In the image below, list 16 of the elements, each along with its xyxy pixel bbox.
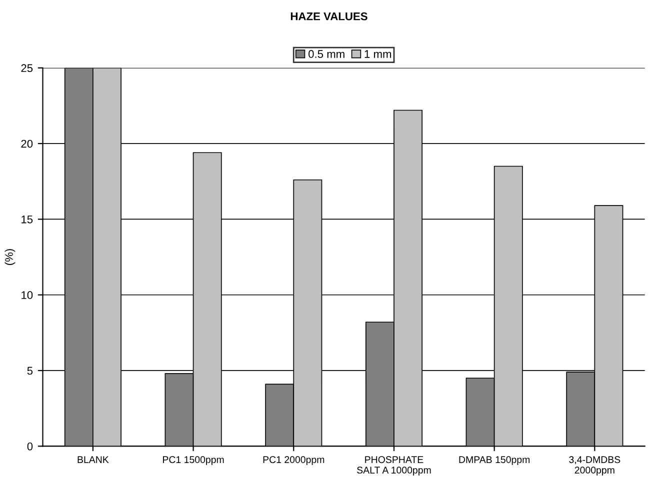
y-tick-label: 25 [21,64,33,72]
legend-label: 0.5 mm [308,50,344,58]
y-tick-label: 20 [21,140,33,148]
x-tick-label: DMPAB 150ppm [459,456,530,465]
x-tick-label: PC1 1500ppm [163,456,224,465]
legend-label: 1 mm [364,50,392,58]
x-tick-label: PC1 2000ppm [263,456,324,465]
x-tick-label: PHOSPHATE SALT A 1000ppm [357,456,431,476]
y-tick-label: 10 [22,291,33,300]
y-tick-label: 15 [22,216,33,224]
y-tick-label: 0 [27,442,33,450]
y-tick-label: 5 [27,366,33,375]
chart-title: HAZE VALUES [290,12,368,20]
x-tick-label: BLANK [78,456,109,463]
y-axis-title: (%) [4,249,16,265]
x-tick-label: 3,4-DMDBS 2000ppm [569,456,620,476]
